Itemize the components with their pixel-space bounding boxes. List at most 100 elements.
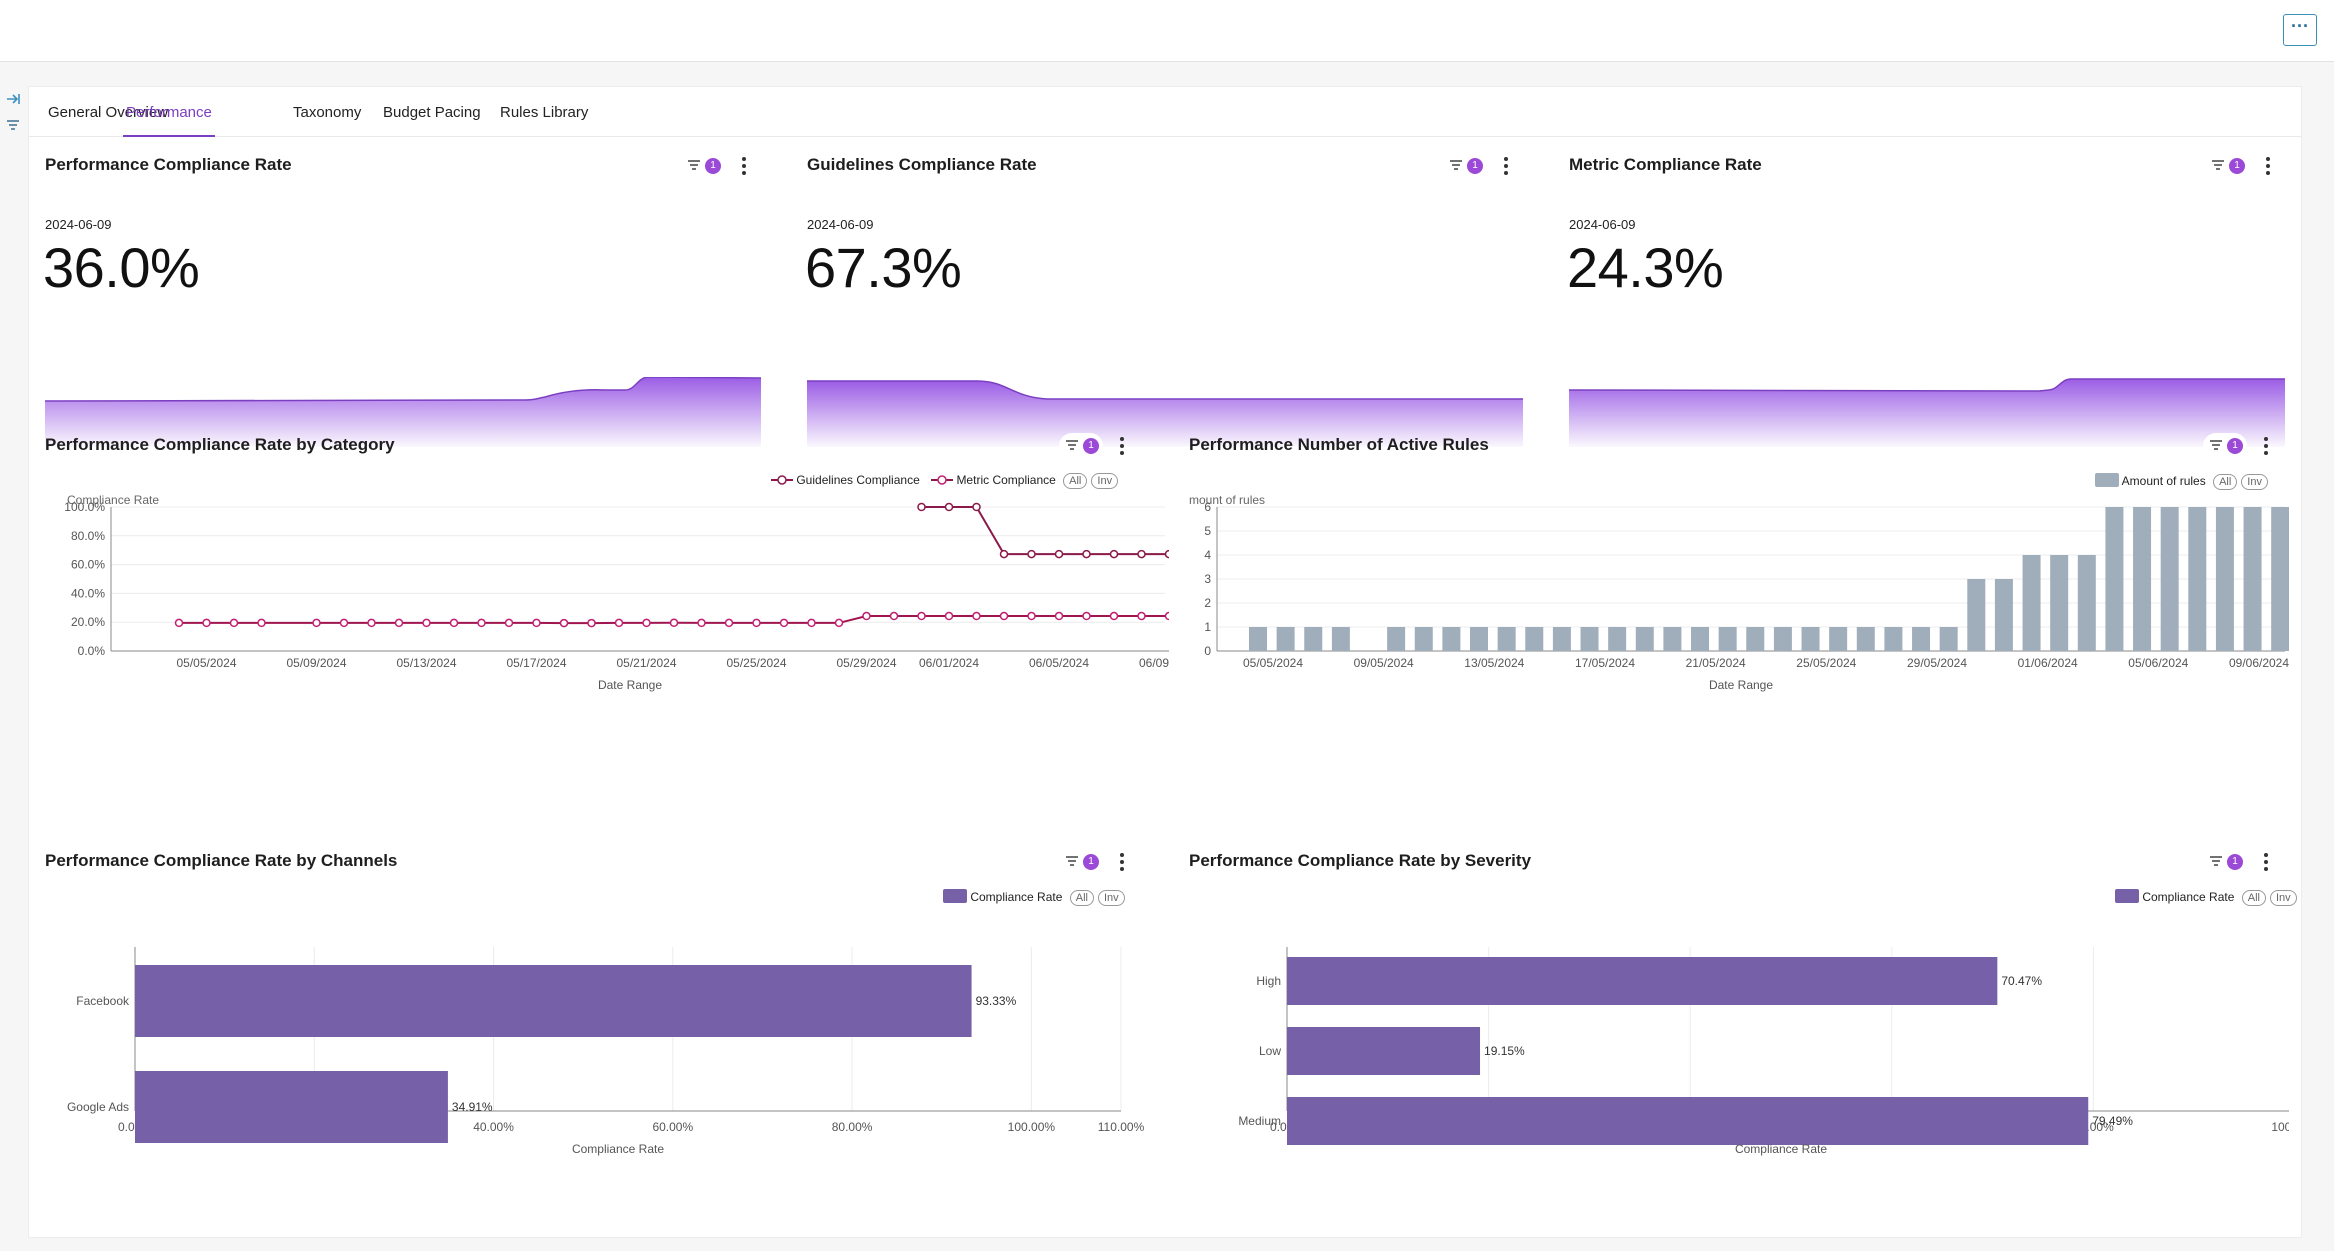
tab-rules-library[interactable]: Rules Library xyxy=(500,104,589,121)
bar xyxy=(1718,627,1737,651)
legend-item-compliance[interactable]: Compliance Rate xyxy=(943,889,1062,904)
x-tick-label: 60.00% xyxy=(652,1120,693,1134)
filter-icon xyxy=(688,160,700,170)
kpi-date: 2024-06-09 xyxy=(45,217,112,232)
data-point xyxy=(614,618,624,628)
kpi-panel-performance: Performance Compliance Rate 1 2024-06-09… xyxy=(43,153,761,475)
expand-sidebar-icon[interactable] xyxy=(4,92,22,110)
legend-all-toggle[interactable]: All xyxy=(2241,890,2266,906)
data-point xyxy=(1082,549,1091,559)
legend-item-metric[interactable]: Metric Compliance xyxy=(931,473,1056,487)
bar xyxy=(1287,957,1998,1005)
bar xyxy=(2160,507,2179,651)
filter-count-badge: 1 xyxy=(1083,438,1099,454)
y-tick-label: 2 xyxy=(1204,596,1211,610)
kebab-menu-icon[interactable] xyxy=(1501,155,1511,177)
x-tick-label: 06/09/2024 xyxy=(1139,656,1169,670)
x-axis-label: Compliance Rate xyxy=(572,1142,664,1156)
data-point xyxy=(1164,549,1169,559)
filter-icon xyxy=(2210,856,2222,866)
legend-all-toggle[interactable]: All xyxy=(1069,890,1094,906)
bar xyxy=(1552,627,1571,651)
filter-button[interactable]: 1 xyxy=(2203,849,2247,875)
x-axis-label: Date Range xyxy=(1709,678,1773,692)
kebab-menu-icon[interactable] xyxy=(2261,435,2271,457)
bar xyxy=(1470,627,1489,651)
data-point xyxy=(972,611,981,621)
kebab-menu-icon[interactable] xyxy=(2263,155,2273,177)
legend-item-amount[interactable]: Amount of rules xyxy=(2095,473,2206,488)
panel-title: Guidelines Compliance Rate xyxy=(807,155,1037,174)
y-tick-label: 6 xyxy=(1204,500,1211,514)
data-label: 19.15% xyxy=(1484,1044,1525,1058)
filter-button[interactable]: 1 xyxy=(681,153,725,179)
panel-title: Metric Compliance Rate xyxy=(1569,155,1762,174)
bar xyxy=(2188,507,2207,651)
kebab-menu-icon[interactable] xyxy=(1117,851,1127,873)
x-axis-label: Compliance Rate xyxy=(1735,1142,1827,1156)
legend-invert-toggle[interactable]: Inv xyxy=(1097,890,1125,906)
data-point xyxy=(1054,611,1064,621)
bar xyxy=(1746,627,1765,651)
legend-invert-toggle[interactable]: Inv xyxy=(1091,473,1119,489)
data-point xyxy=(174,618,184,628)
line-chart: Compliance Rate 0.0% 20.0% 40.0% 60.0% 80.0% 1… xyxy=(64,495,1169,692)
chart-panel-severity: Performance Compliance Rate by Severity … xyxy=(1189,849,2297,1251)
bar xyxy=(1994,579,2013,651)
filter-button[interactable]: 1 xyxy=(1059,433,1103,459)
kebab-menu-icon[interactable] xyxy=(2261,851,2271,873)
y-tick-label: Low xyxy=(1259,1044,1281,1058)
chart-legend: Compliance Rate All Inv xyxy=(943,889,1125,911)
filter-button[interactable]: 1 xyxy=(2203,433,2247,459)
panel-title: Performance Compliance Rate by Category xyxy=(45,435,395,454)
filter-icon[interactable] xyxy=(4,118,22,136)
kpi-panel-metric: Metric Compliance Rate 1 2024-06-09 24.3… xyxy=(1567,153,2285,475)
data-point xyxy=(724,618,734,628)
legend-swatch xyxy=(2095,473,2119,487)
data-point xyxy=(752,618,761,628)
legend-item-compliance[interactable]: Compliance Rate xyxy=(2115,889,2234,904)
tab-taxonomy[interactable]: Taxonomy xyxy=(293,104,362,121)
legend-line-marker-icon xyxy=(931,475,954,485)
filter-button[interactable]: 1 xyxy=(1059,849,1103,875)
filter-count-badge: 1 xyxy=(2229,158,2245,174)
filter-button[interactable]: 1 xyxy=(1443,153,1487,179)
tab-general-overview[interactable]: General Overview xyxy=(48,104,169,121)
kebab-menu-icon[interactable] xyxy=(739,155,749,177)
data-point xyxy=(642,618,651,628)
tab-bar: General Overview Performance Taxonomy Bu… xyxy=(29,87,2301,137)
x-tick-label: 06/01/2024 xyxy=(919,656,979,670)
data-point xyxy=(807,618,816,628)
kebab-menu-icon[interactable] xyxy=(1117,435,1127,457)
y-tick-label: Google Ads xyxy=(67,1100,129,1114)
bar xyxy=(1331,627,1350,651)
kpi-sparkline xyxy=(807,380,1523,447)
legend-invert-toggle[interactable]: Inv xyxy=(2269,890,2297,906)
more-options-button[interactable]: ··· xyxy=(2283,14,2317,46)
legend-invert-toggle[interactable]: Inv xyxy=(2241,474,2268,490)
x-tick-label: 13/05/2024 xyxy=(1464,656,1524,670)
filter-count-badge: 1 xyxy=(2227,438,2243,454)
data-point xyxy=(1137,549,1146,559)
tab-performance[interactable]: Performance xyxy=(123,87,215,137)
x-tick-label: 110.00% xyxy=(1098,1120,1145,1134)
data-point xyxy=(697,618,706,628)
legend-all-toggle[interactable]: All xyxy=(1063,473,1088,489)
bar xyxy=(1387,627,1406,651)
bar-chart: mount of rules 0 1 2 3 4 5 6 05/05/2024 09/05/202… xyxy=(1189,495,2289,692)
bar xyxy=(1829,627,1848,651)
panel-title: Performance Number of Active Rules xyxy=(1189,435,1489,454)
legend-all-toggle[interactable]: All xyxy=(2213,474,2238,490)
tab-budget-pacing[interactable]: Budget Pacing xyxy=(383,104,481,121)
y-tick-label: 0.0% xyxy=(78,644,106,658)
x-tick-label: 05/29/2024 xyxy=(836,656,896,670)
bar xyxy=(2105,507,2124,651)
data-point xyxy=(394,618,404,628)
legend-item-guidelines[interactable]: Guidelines Compliance xyxy=(771,473,920,487)
filter-button[interactable]: 1 xyxy=(2205,153,2249,179)
data-point xyxy=(944,502,954,512)
filter-count-badge: 1 xyxy=(1467,158,1483,174)
data-point xyxy=(587,618,596,628)
y-axis-label: mount of rules xyxy=(1189,495,1265,507)
data-point xyxy=(999,611,1009,621)
